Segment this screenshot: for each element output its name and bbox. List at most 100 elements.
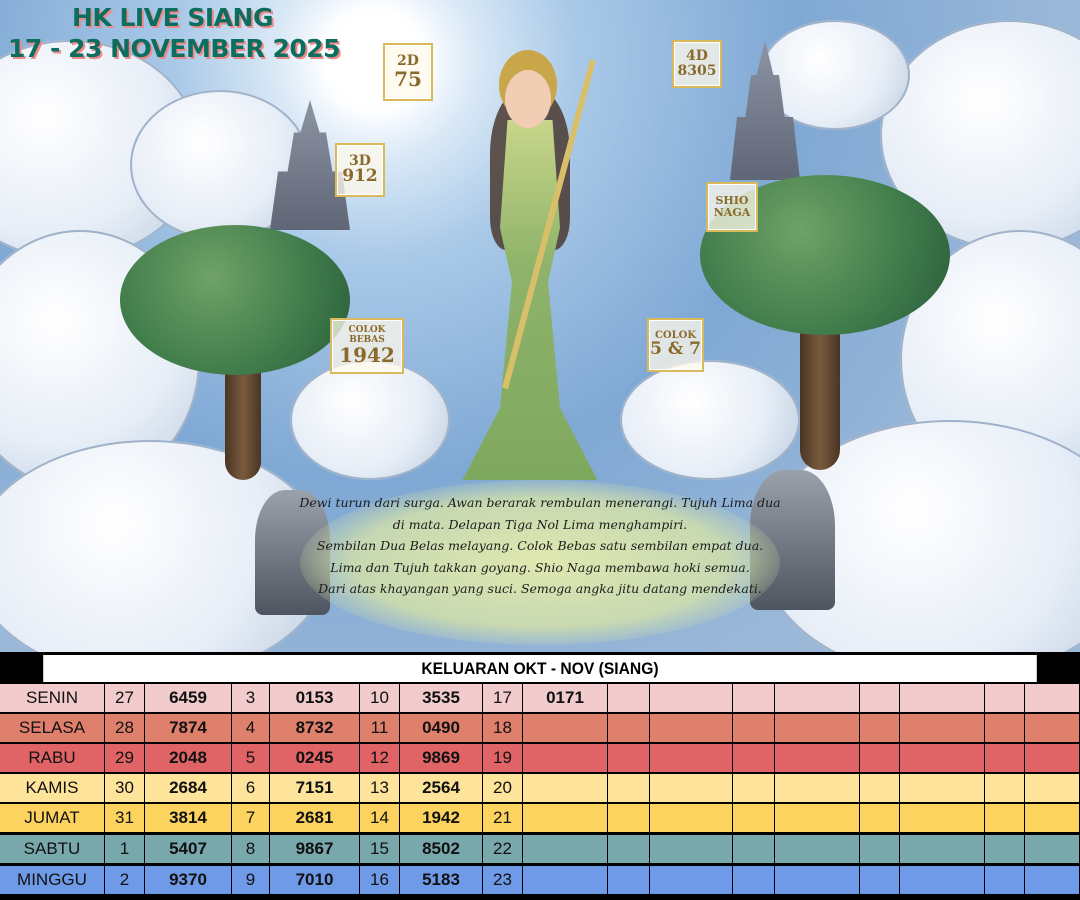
empty-cell [985,714,1025,742]
result-cell: 9370 [145,866,232,894]
result-cell: 2684 [145,774,232,802]
empty-cell [775,744,860,772]
date-cell: 18 [483,714,523,742]
empty-cell [985,744,1025,772]
date-cell: 10 [360,684,400,712]
goddess-head [505,70,551,128]
date-cell: 2 [105,866,145,894]
date-cell: 27 [105,684,145,712]
empty-cell [900,866,985,894]
poem-line: Dari atas khayangan yang suci. Semoga an… [318,581,762,596]
date-cell: 15 [360,835,400,863]
result-cell [523,714,608,742]
empty-cell [1025,866,1080,894]
table-row: SENIN 27 6459 3 0153 10 3535 17 0171 [0,684,1080,712]
date-cell: 8 [232,835,270,863]
result-cell: 2564 [400,774,483,802]
result-cell [523,866,608,894]
poster-title: HK LIVE SIANG [72,3,273,32]
badge-colok: COLOK 5 & 7 [647,318,704,372]
day-cell: SENIN [0,684,105,712]
date-cell: 3 [232,684,270,712]
empty-cell [608,835,650,863]
empty-cell [733,774,775,802]
badge-value: 5 & 7 [650,339,701,360]
poem-backdrop [300,480,780,645]
result-cell: 3814 [145,804,232,832]
result-cell [523,744,608,772]
result-cell: 1942 [400,804,483,832]
empty-cell [900,804,985,832]
empty-cell [860,714,900,742]
badge-label: SHIO [715,194,749,208]
date-cell: 16 [360,866,400,894]
date-cell: 31 [105,804,145,832]
date-cell: 21 [483,804,523,832]
empty-cell [860,835,900,863]
result-cell: 8502 [400,835,483,863]
empty-cell [1025,835,1080,863]
empty-cell [650,714,733,742]
badge-value: NAGA [713,206,751,219]
empty-cell [900,774,985,802]
poem-line: Lima dan Tujuh takkan goyang. Shio Naga … [330,559,750,575]
empty-cell [733,744,775,772]
result-cell: 6459 [145,684,232,712]
date-cell: 5 [232,744,270,772]
table-row: SABTU 1 5407 8 9867 15 8502 22 [0,835,1080,863]
table-row: KAMIS 30 2684 6 7151 13 2564 20 [0,774,1080,802]
table-row: SELASA 28 7874 4 8732 11 0490 18 [0,714,1080,742]
badge-label: 2D [397,53,419,70]
poster-date-range: 17 - 23 NOVEMBER 2025 [8,34,341,63]
badge-colok-bebas: COLOK BEBAS 1942 [330,318,404,374]
date-cell: 23 [483,866,523,894]
result-cell: 2048 [145,744,232,772]
empty-cell [1025,774,1080,802]
badge-label: 4D [686,48,708,65]
day-cell: SABTU [0,835,105,863]
table-row: RABU 29 2048 5 0245 12 9869 19 [0,744,1080,772]
empty-cell [775,835,860,863]
poem-line: Sembilan Dua Belas melayang. Colok Bebas… [316,538,764,553]
date-cell: 9 [232,866,270,894]
poster-illustration: HK LIVE SIANG 17 - 23 NOVEMBER 2025 2D 7… [0,0,1080,652]
empty-cell [775,774,860,802]
result-cell: 5407 [145,835,232,863]
result-cell: 0171 [523,684,608,712]
empty-cell [985,774,1025,802]
tree [120,225,350,375]
table-row: MINGGU 2 9370 9 7010 16 5183 23 [0,866,1080,894]
day-cell: SELASA [0,714,105,742]
empty-cell [733,835,775,863]
cloud [620,360,800,480]
table-title: KELUARAN OKT - NOV (SIANG) [43,652,1037,682]
badge-value: 75 [394,66,422,91]
empty-cell [733,684,775,712]
empty-cell [1025,744,1080,772]
date-cell: 6 [232,774,270,802]
empty-cell [985,684,1025,712]
date-cell: 17 [483,684,523,712]
empty-cell [650,744,733,772]
result-cell: 0153 [270,684,360,712]
date-cell: 12 [360,744,400,772]
empty-cell [608,804,650,832]
cloud [290,360,450,480]
empty-cell [775,866,860,894]
result-cell: 7010 [270,866,360,894]
date-cell: 11 [360,714,400,742]
result-cell: 9869 [400,744,483,772]
badge-value: 912 [342,166,378,187]
empty-cell [1025,714,1080,742]
date-cell: 4 [232,714,270,742]
result-cell [523,835,608,863]
empty-cell [775,804,860,832]
day-cell: KAMIS [0,774,105,802]
date-cell: 22 [483,835,523,863]
result-cell: 9867 [270,835,360,863]
date-cell: 14 [360,804,400,832]
empty-cell [860,744,900,772]
empty-cell [733,866,775,894]
poem-line: di mata. Delapan Tiga Nol Lima menghampi… [392,516,688,532]
result-cell: 3535 [400,684,483,712]
